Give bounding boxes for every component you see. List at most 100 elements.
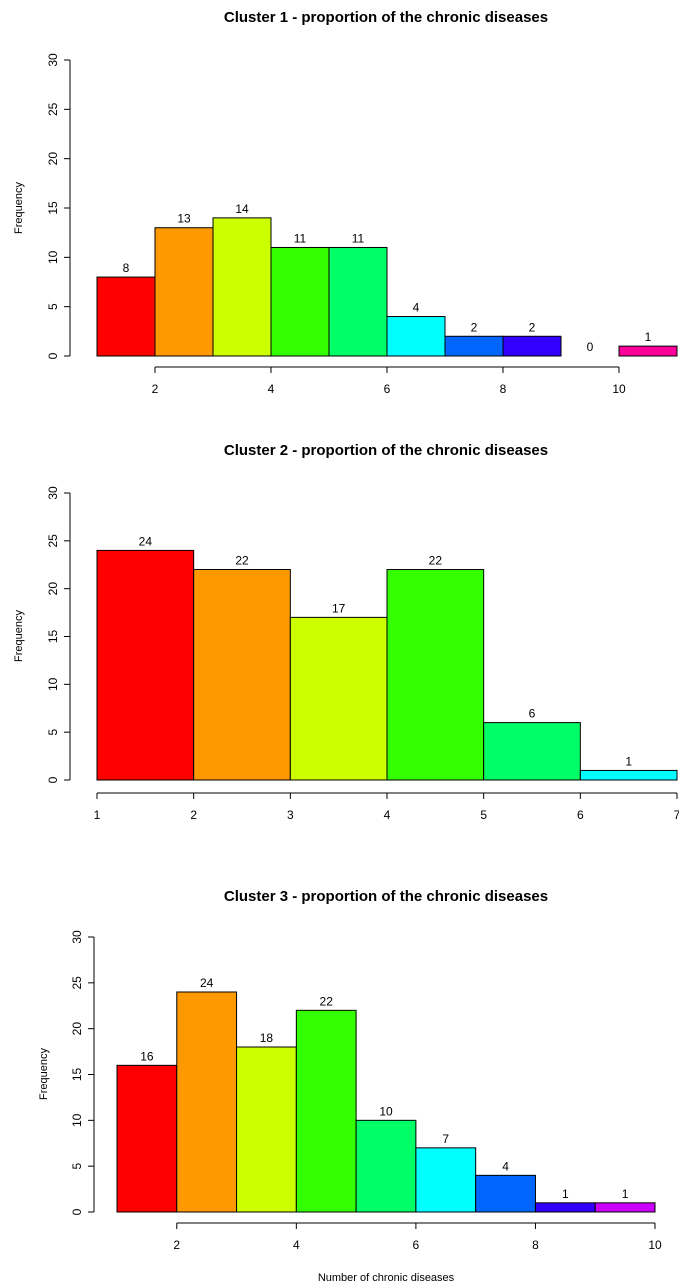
x-tick-label: 6: [384, 382, 391, 396]
x-tick-label: 8: [532, 1238, 539, 1252]
bar-value-label: 8: [123, 261, 130, 275]
bar-value-label: 24: [139, 534, 153, 548]
bar-value-label: 24: [200, 976, 214, 990]
bar-value-label: 1: [622, 1187, 629, 1201]
bar-value-label: 22: [235, 554, 249, 568]
chart-title: Cluster 2 - proportion of the chronic di…: [224, 442, 548, 459]
y-tick-label: 30: [46, 486, 60, 500]
bar: [176, 991, 238, 1213]
y-tick-label: 25: [46, 102, 60, 116]
y-tick-label: 20: [70, 1022, 84, 1036]
bar: [193, 569, 291, 781]
bar-value-label: 1: [645, 330, 652, 344]
bar-value-label: 0: [587, 340, 594, 354]
x-tick-label: 4: [268, 382, 275, 396]
x-axis-label: Number of chronic diseases: [318, 1272, 455, 1284]
bar: [475, 1174, 536, 1213]
bar: [236, 1046, 297, 1213]
bar: [96, 276, 156, 357]
y-tick-label: 15: [70, 1068, 84, 1082]
y-tick-label: 15: [46, 630, 60, 644]
bar-value-label: 4: [502, 1159, 509, 1173]
bar: [328, 246, 388, 357]
x-tick-label: 1: [94, 808, 101, 822]
y-axis-label: Frequency: [38, 1048, 50, 1100]
bar-value-label: 11: [352, 231, 365, 245]
x-tick-label: 2: [190, 808, 197, 822]
bar: [154, 227, 214, 357]
bar: [289, 616, 388, 781]
bar-value-label: 11: [294, 231, 307, 245]
y-tick-label: 0: [46, 776, 60, 783]
x-tick-label: 3: [287, 808, 294, 822]
bar-value-label: 17: [332, 601, 346, 615]
chart-cluster-3: Cluster 3 - proportion of the chronic di…: [38, 888, 662, 1284]
x-tick-label: 2: [152, 382, 159, 396]
bar-value-label: 7: [442, 1132, 449, 1146]
y-axis-label: Frequency: [13, 182, 25, 234]
bar-value-label: 1: [625, 754, 632, 768]
y-tick-label: 20: [46, 582, 60, 596]
x-tick-label: 7: [674, 808, 679, 822]
y-tick-label: 5: [46, 729, 60, 736]
y-tick-label: 0: [70, 1208, 84, 1215]
x-tick-label: 6: [413, 1238, 420, 1252]
x-tick-label: 10: [612, 382, 626, 396]
y-tick-label: 30: [46, 53, 60, 67]
x-tick-label: 6: [577, 808, 584, 822]
bar: [386, 569, 485, 781]
chart-cluster-1: Cluster 1 - proportion of the chronic di…: [13, 9, 678, 396]
bar-value-label: 18: [260, 1031, 274, 1045]
bar: [212, 217, 272, 357]
bar-value-label: 10: [379, 1104, 393, 1118]
bar-value-label: 13: [177, 212, 191, 226]
bar: [502, 335, 562, 357]
bar: [579, 769, 678, 781]
bar: [386, 316, 446, 357]
y-tick-label: 5: [46, 303, 60, 310]
y-tick-label: 10: [70, 1113, 84, 1127]
bar-value-label: 2: [529, 320, 536, 334]
bar: [444, 335, 504, 357]
y-tick-label: 20: [46, 152, 60, 166]
bar-value-label: 6: [529, 707, 536, 721]
bar-value-label: 22: [320, 994, 334, 1008]
bar: [270, 246, 330, 357]
bar: [96, 549, 195, 781]
bar-value-label: 2: [471, 320, 478, 334]
y-tick-label: 10: [46, 677, 60, 691]
y-tick-label: 10: [46, 250, 60, 264]
y-tick-label: 15: [46, 201, 60, 215]
bar-value-label: 22: [429, 554, 443, 568]
x-tick-label: 10: [648, 1238, 662, 1252]
bar-value-label: 1: [562, 1187, 569, 1201]
y-tick-label: 25: [46, 534, 60, 548]
bar: [618, 345, 678, 357]
y-tick-label: 5: [70, 1163, 84, 1170]
bar-value-label: 14: [235, 202, 249, 216]
chart-title: Cluster 3 - proportion of the chronic di…: [224, 888, 548, 905]
y-tick-label: 30: [70, 930, 84, 944]
bar: [415, 1147, 477, 1213]
bar-value-label: 4: [413, 301, 420, 315]
x-tick-label: 8: [500, 382, 507, 396]
chart-cluster-2: Cluster 2 - proportion of the chronic di…: [13, 442, 679, 822]
bar: [594, 1202, 656, 1213]
y-tick-label: 0: [46, 352, 60, 359]
x-tick-label: 4: [384, 808, 391, 822]
y-axis-label: Frequency: [13, 610, 25, 662]
bar: [483, 722, 581, 781]
bar: [116, 1064, 178, 1213]
bar: [355, 1119, 417, 1213]
y-tick-label: 25: [70, 976, 84, 990]
bar: [534, 1202, 596, 1213]
bar-value-label: 16: [140, 1049, 154, 1063]
x-tick-label: 2: [173, 1238, 180, 1252]
x-tick-label: 4: [293, 1238, 300, 1252]
chart-title: Cluster 1 - proportion of the chronic di…: [224, 9, 548, 26]
x-tick-label: 5: [480, 808, 487, 822]
